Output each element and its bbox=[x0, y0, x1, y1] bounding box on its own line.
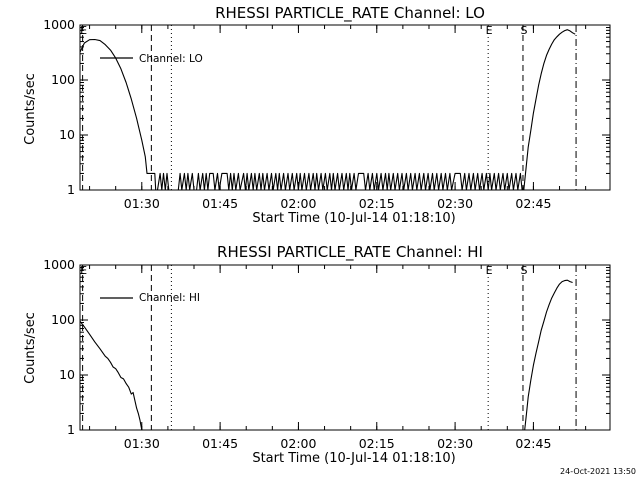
time-marker-label: E bbox=[486, 24, 493, 37]
x-axis-label: Start Time (10-Jul-14 01:18:10) bbox=[252, 211, 455, 226]
timestamp-label: 24-Oct-2021 13:50 bbox=[560, 467, 636, 476]
panel-lo: RHESSI PARTICLE_RATE Channel: LO Start T… bbox=[23, 4, 485, 226]
panel-hi: RHESSI PARTICLE_RATE Channel: HI Start T… bbox=[23, 243, 483, 466]
y-axis-label: Counts/sec bbox=[23, 312, 38, 384]
y-tick-label: 100 bbox=[51, 312, 75, 327]
x-tick-label: 02:45 bbox=[515, 436, 551, 451]
y-tick-label: 1000 bbox=[43, 257, 75, 272]
x-tick-label: 01:45 bbox=[202, 196, 238, 211]
legend-label: Channel: LO bbox=[139, 53, 203, 65]
y-tick-label: 1000 bbox=[43, 17, 75, 32]
y-tick-label: 1 bbox=[67, 422, 75, 437]
legend-label: Channel: HI bbox=[139, 292, 200, 304]
time-marker-label: S bbox=[520, 264, 527, 277]
x-tick-label: 02:30 bbox=[437, 196, 473, 211]
plot-frame bbox=[79, 24, 611, 191]
x-tick-label: 01:45 bbox=[202, 436, 238, 451]
y-tick-label: 100 bbox=[51, 72, 75, 87]
series-line bbox=[79, 320, 143, 431]
y-axis-label: Counts/sec bbox=[23, 73, 38, 145]
x-axis-label: Start Time (10-Jul-14 01:18:10) bbox=[252, 451, 455, 466]
y-tick-label: 10 bbox=[59, 367, 75, 382]
time-marker-label: S bbox=[520, 24, 527, 37]
x-tick-label: 02:15 bbox=[359, 196, 395, 211]
time-marker-label: E bbox=[80, 264, 87, 277]
x-tick-label: 02:00 bbox=[280, 196, 316, 211]
chart-title: RHESSI PARTICLE_RATE Channel: LO bbox=[215, 4, 485, 23]
x-tick-label: 01:30 bbox=[124, 436, 160, 451]
series-line bbox=[79, 29, 576, 191]
time-marker-label: E bbox=[80, 24, 87, 37]
series-line bbox=[524, 279, 573, 431]
chart-plot-0: 1 10 100 1000 01:30 01:45 02:00 02:15 02:30 02:45… bbox=[43, 17, 611, 211]
y-tick-label: 10 bbox=[59, 127, 75, 142]
time-marker-label: E bbox=[486, 264, 493, 277]
x-tick-label: 02:15 bbox=[359, 436, 395, 451]
x-tick-label: 02:45 bbox=[515, 196, 551, 211]
chart-title: RHESSI PARTICLE_RATE Channel: HI bbox=[217, 243, 483, 262]
y-tick-label: 1 bbox=[67, 182, 75, 197]
chart-plot-1: 1 10 100 1000 01:30 01:45 02:00 02:15 02:30 02:45… bbox=[43, 257, 611, 451]
x-tick-label: 01:30 bbox=[124, 196, 160, 211]
x-tick-label: 02:00 bbox=[280, 436, 316, 451]
x-tick-label: 02:30 bbox=[437, 436, 473, 451]
plot-frame bbox=[79, 264, 611, 431]
